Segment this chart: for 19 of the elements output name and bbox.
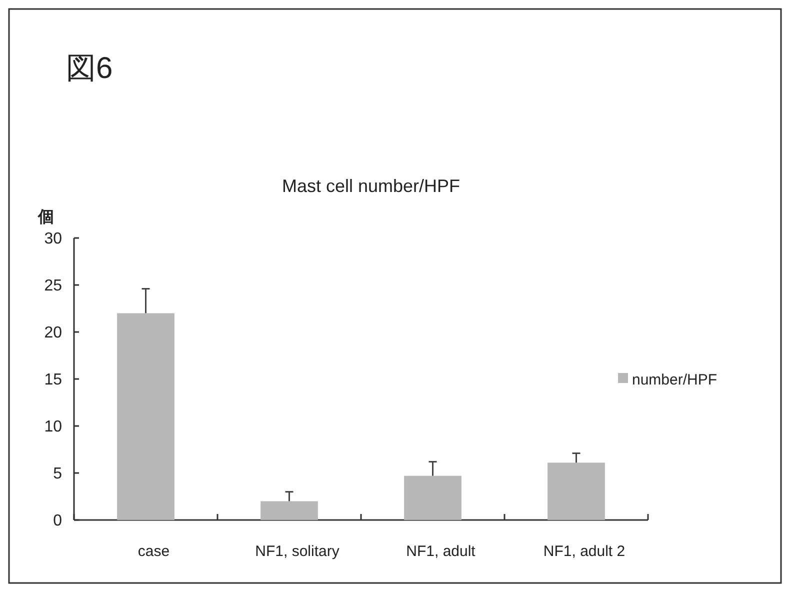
y-tick-label: 15 (44, 372, 62, 389)
bar (260, 501, 318, 520)
bar (404, 476, 462, 520)
y-tick-label: 25 (44, 278, 62, 295)
y-tick-label: 20 (44, 324, 62, 342)
y-tick-label: 30 (44, 230, 62, 248)
x-tick-label: NF1, solitary (255, 543, 340, 560)
bar (548, 462, 605, 520)
legend-label: number/HPF (632, 371, 718, 388)
y-axis-title: 個 (37, 208, 54, 226)
y-tick-label: 0 (53, 512, 62, 530)
y-tick-label: 10 (44, 418, 62, 436)
caption: 図6 (66, 52, 113, 85)
x-tick-label: case (138, 543, 170, 560)
x-tick-label: NF1, adult (406, 543, 476, 560)
y-tick-label: 5 (53, 466, 62, 483)
x-tick-label: NF1, adult 2 (543, 543, 626, 560)
chart-title: Mast cell number/HPF (282, 176, 460, 196)
bar (117, 313, 174, 520)
